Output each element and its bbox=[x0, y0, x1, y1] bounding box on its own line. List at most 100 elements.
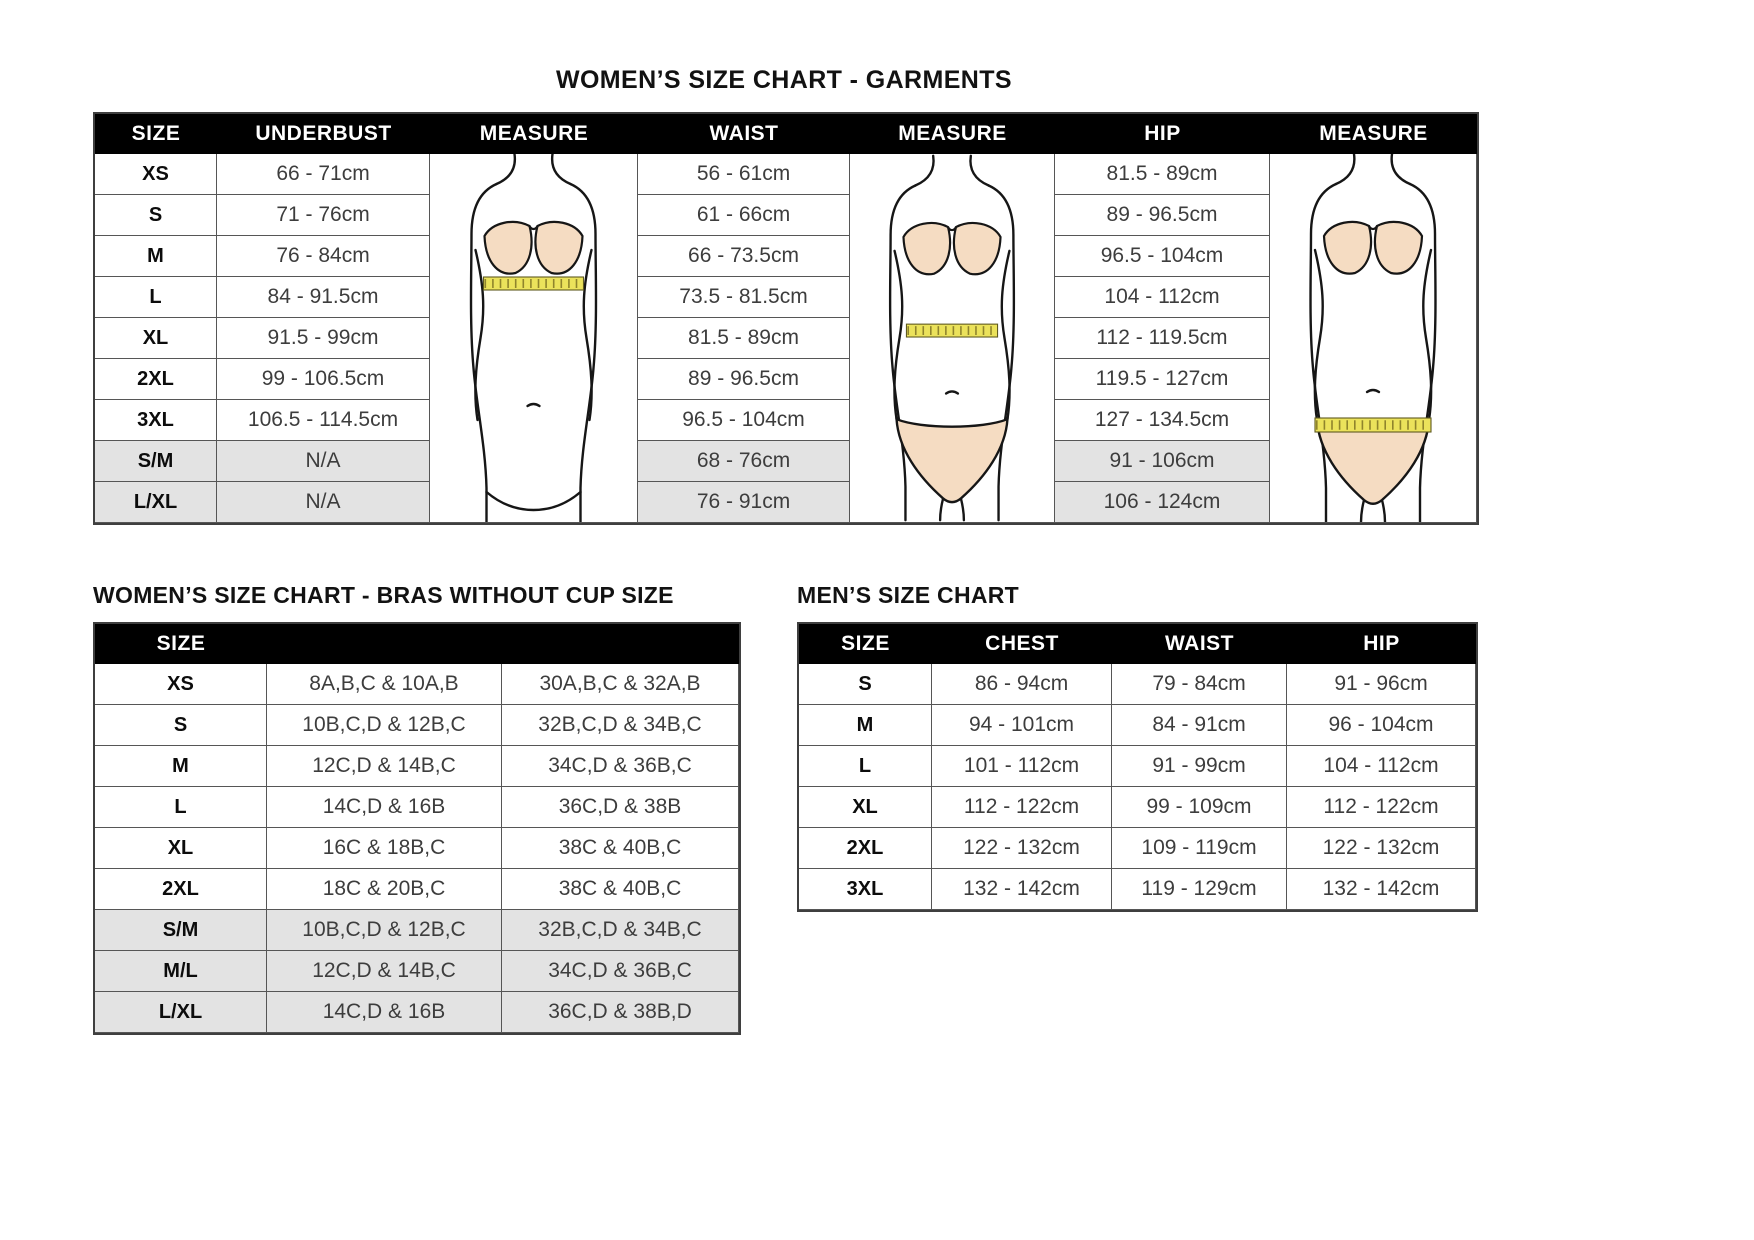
bras-size-cell: XL bbox=[95, 828, 267, 869]
mens-waist-cell: 79 - 84cm bbox=[1112, 664, 1287, 705]
column-header-underbust: UNDERBUST bbox=[217, 114, 430, 154]
bra-icon bbox=[483, 220, 584, 275]
female-torso-waist-measure-icon bbox=[888, 154, 1016, 522]
column-header-hip: HIP bbox=[1055, 114, 1270, 154]
bras-au-cell: 12C,D & 14B,C bbox=[267, 746, 502, 787]
measuring-tape-icon bbox=[1314, 417, 1432, 433]
mens-waist-cell: 99 - 109cm bbox=[1112, 787, 1287, 828]
garments-underbust-cell: 71 - 76cm bbox=[217, 195, 430, 236]
bras-us-cell: 34C,D & 36B,C bbox=[502, 746, 739, 787]
column-header-chest: CHEST bbox=[932, 624, 1112, 664]
bras-chart-title: WOMEN’S SIZE CHART - BRAS WITHOUT CUP SI… bbox=[93, 582, 674, 608]
garments-underbust-cell: 66 - 71cm bbox=[217, 154, 430, 195]
mens-hip-cell: 104 - 112cm bbox=[1287, 746, 1476, 787]
garments-hip-cell: 112 - 119.5cm bbox=[1055, 318, 1270, 359]
garments-hip-cell: 104 - 112cm bbox=[1055, 277, 1270, 318]
mens-hip-cell: 122 - 132cm bbox=[1287, 828, 1476, 869]
garments-waist-cell: 56 - 61cm bbox=[638, 154, 850, 195]
mens-hip-cell: 96 - 104cm bbox=[1287, 705, 1476, 746]
column-header-hip: HIP bbox=[1287, 624, 1476, 664]
bras-us-cell: 30A,B,C & 32A,B bbox=[502, 664, 739, 705]
bras-size-cell: L bbox=[95, 787, 267, 828]
female-torso-underbust-measure-icon bbox=[469, 154, 598, 522]
body-outline bbox=[888, 154, 1016, 522]
navel bbox=[944, 390, 960, 395]
navel bbox=[1365, 388, 1381, 394]
mens-size-cell: M bbox=[799, 705, 932, 746]
garments-underbust-cell: 76 - 84cm bbox=[217, 236, 430, 277]
bra-icon bbox=[902, 221, 1002, 276]
bra-icon bbox=[1322, 220, 1424, 275]
mens-waist-cell: 84 - 91cm bbox=[1112, 705, 1287, 746]
navel bbox=[526, 402, 541, 408]
body-outline bbox=[469, 154, 598, 522]
bras-au-cell: 16C & 18B,C bbox=[267, 828, 502, 869]
bras-us-cell: 38C & 40B,C bbox=[502, 828, 739, 869]
garments-waist-cell: 89 - 96.5cm bbox=[638, 359, 850, 400]
garments-underbust-cell: 99 - 106.5cm bbox=[217, 359, 430, 400]
mens-chart-title: MEN’S SIZE CHART bbox=[797, 582, 1020, 608]
bras-size-cell: M bbox=[95, 746, 267, 787]
garments-waist-cell: 76 - 91cm bbox=[638, 482, 850, 523]
panties-icon bbox=[1315, 418, 1431, 505]
mens-chest-cell: 101 - 112cm bbox=[932, 746, 1112, 787]
garments-hip-cell: 91 - 106cm bbox=[1055, 441, 1270, 482]
bras-us-cell: 38C & 40B,C bbox=[502, 869, 739, 910]
column-header-size: SIZE bbox=[95, 114, 217, 154]
bras-size-cell: XS bbox=[95, 664, 267, 705]
garments-waist-cell: 61 - 66cm bbox=[638, 195, 850, 236]
mens-size-cell: S bbox=[799, 664, 932, 705]
garments-waist-cell: 81.5 - 89cm bbox=[638, 318, 850, 359]
measuring-tape-icon bbox=[905, 323, 999, 338]
column-header-blank-2 bbox=[502, 624, 739, 664]
mens-chest-cell: 94 - 101cm bbox=[932, 705, 1112, 746]
column-header-blank-1 bbox=[267, 624, 502, 664]
mens-hip-cell: 91 - 96cm bbox=[1287, 664, 1476, 705]
garments-size-cell: S/M bbox=[95, 441, 217, 482]
garments-waist-cell: 66 - 73.5cm bbox=[638, 236, 850, 277]
bras-size-cell: 2XL bbox=[95, 869, 267, 910]
bras-size-cell: M/L bbox=[95, 951, 267, 992]
column-header-size: SIZE bbox=[799, 624, 932, 664]
mens-hip-cell: 112 - 122cm bbox=[1287, 787, 1476, 828]
column-header-measure-1: MEASURE bbox=[430, 114, 638, 154]
bras-au-cell: 18C & 20B,C bbox=[267, 869, 502, 910]
bras-us-cell: 34C,D & 36B,C bbox=[502, 951, 739, 992]
panties-icon bbox=[895, 417, 1009, 504]
garments-size-cell: 2XL bbox=[95, 359, 217, 400]
garments-size-cell: L/XL bbox=[95, 482, 217, 523]
garments-underbust-cell: N/A bbox=[217, 441, 430, 482]
garments-hip-cell: 127 - 134.5cm bbox=[1055, 400, 1270, 441]
garments-underbust-cell: N/A bbox=[217, 482, 430, 523]
column-header-measure-3: MEASURE bbox=[1270, 114, 1477, 154]
garments-underbust-cell: 91.5 - 99cm bbox=[217, 318, 430, 359]
garments-underbust-cell: 106.5 - 114.5cm bbox=[217, 400, 430, 441]
bras-au-cell: 10B,C,D & 12B,C bbox=[267, 910, 502, 951]
mens-chest-cell: 132 - 142cm bbox=[932, 869, 1112, 910]
bras-us-cell: 36C,D & 38B bbox=[502, 787, 739, 828]
female-torso-hip-measure-icon bbox=[1309, 154, 1437, 522]
garments-size-cell: XL bbox=[95, 318, 217, 359]
mens-waist-cell: 109 - 119cm bbox=[1112, 828, 1287, 869]
garments-waist-cell: 73.5 - 81.5cm bbox=[638, 277, 850, 318]
garments-chart-title: WOMEN’S SIZE CHART - GARMENTS bbox=[555, 66, 1013, 94]
bras-au-cell: 14C,D & 16B bbox=[267, 992, 502, 1033]
hip-measure-figure-cell bbox=[1270, 154, 1477, 523]
column-header-waist: WAIST bbox=[1112, 624, 1287, 664]
garments-size-cell: M bbox=[95, 236, 217, 277]
garments-hip-cell: 119.5 - 127cm bbox=[1055, 359, 1270, 400]
garments-size-cell: XS bbox=[95, 154, 217, 195]
garments-waist-cell: 96.5 - 104cm bbox=[638, 400, 850, 441]
garments-hip-cell: 81.5 - 89cm bbox=[1055, 154, 1270, 195]
bras-au-cell: 10B,C,D & 12B,C bbox=[267, 705, 502, 746]
mens-table: SIZE CHEST WAIST HIP S 86 - 94cm 79 - 84cm… bbox=[797, 622, 1478, 912]
garments-hip-cell: 96.5 - 104cm bbox=[1055, 236, 1270, 277]
bras-us-cell: 32B,C,D & 34B,C bbox=[502, 705, 739, 746]
bras-au-cell: 12C,D & 14B,C bbox=[267, 951, 502, 992]
mens-size-cell: 3XL bbox=[799, 869, 932, 910]
column-header-measure-2: MEASURE bbox=[850, 114, 1055, 154]
waist-measure-figure-cell bbox=[850, 154, 1055, 523]
measuring-tape-icon bbox=[482, 276, 585, 291]
column-header-size: SIZE bbox=[95, 624, 267, 664]
